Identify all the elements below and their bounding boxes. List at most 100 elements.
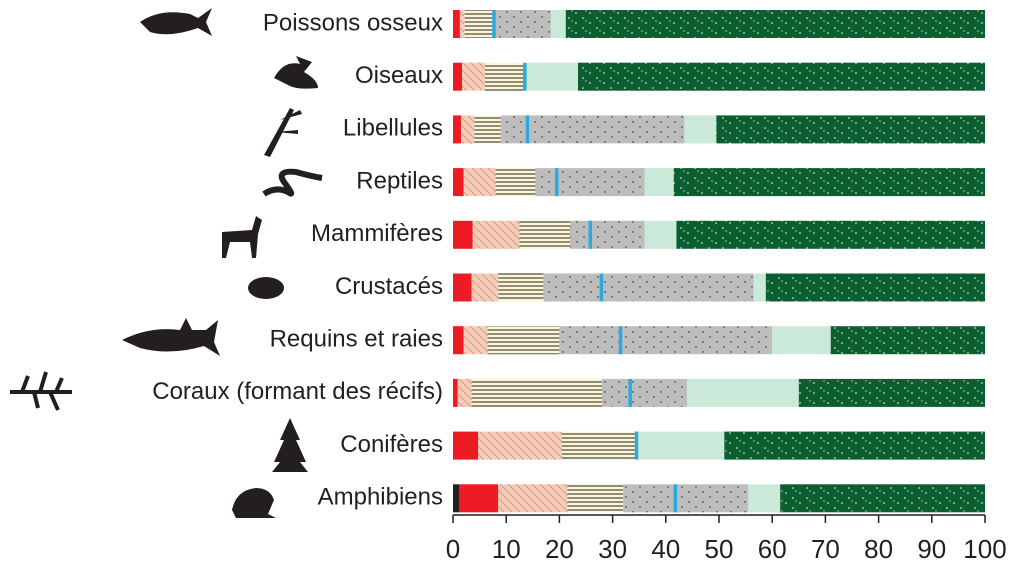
marker: [492, 10, 496, 38]
category-label: Poissons osseux: [263, 9, 443, 36]
icons: [10, 8, 322, 518]
bar-segment: [831, 326, 985, 354]
x-tick-label: 50: [705, 534, 734, 564]
bar-segment: [543, 274, 753, 302]
bar-segment: [461, 115, 474, 143]
bar-segment: [453, 379, 458, 407]
bar-segment: [602, 379, 687, 407]
x-tick-label: 0: [446, 534, 460, 564]
bar-segment: [453, 63, 462, 91]
category-label: Coraux (formant des récifs): [152, 378, 443, 405]
bar-segment: [488, 326, 560, 354]
marker: [674, 484, 678, 512]
bar-segment: [799, 379, 985, 407]
bar-segment: [645, 168, 674, 196]
bar-segment: [535, 168, 644, 196]
bar-segment: [485, 63, 525, 91]
marker: [635, 432, 639, 460]
bar-segment: [462, 63, 485, 91]
bar-segment: [676, 221, 985, 249]
deer-icon: [222, 204, 264, 258]
marker: [555, 168, 559, 196]
marker: [628, 379, 632, 407]
bar-segment: [472, 379, 602, 407]
bar-segment: [453, 484, 459, 512]
bar-segment: [754, 274, 766, 302]
marker: [526, 115, 530, 143]
category-label: Oiseaux: [355, 62, 443, 89]
marker: [600, 274, 604, 302]
coral-icon: [10, 372, 72, 410]
bar-segment: [684, 115, 716, 143]
bar-segment: [453, 10, 460, 38]
bar-segment: [465, 10, 493, 38]
bar-segment: [453, 115, 461, 143]
marker: [589, 221, 593, 249]
x-tick-label: 90: [917, 534, 946, 564]
x-tick-label: 20: [545, 534, 574, 564]
x-tick-label: 40: [651, 534, 680, 564]
bar-segment: [567, 484, 623, 512]
bar-segment: [562, 432, 636, 460]
x-tick-label: 80: [864, 534, 893, 564]
marker: [523, 63, 527, 91]
x-tick-label: 70: [811, 534, 840, 564]
category-label: Libellules: [343, 115, 443, 142]
crab-icon: [248, 277, 284, 299]
bar-segment: [453, 221, 473, 249]
bar-segment: [766, 274, 985, 302]
bar-segment: [674, 168, 985, 196]
bar-segment: [453, 168, 464, 196]
bar-segment: [453, 274, 472, 302]
bar-segment: [716, 115, 985, 143]
bar-segment: [453, 326, 464, 354]
bar-segment: [460, 10, 465, 38]
category-label: Requins et raies: [270, 326, 443, 353]
x-tick-label: 60: [758, 534, 787, 564]
dragonfly-icon: [264, 108, 302, 157]
bar-segment: [637, 432, 725, 460]
fish-icon: [140, 8, 212, 36]
chart: Poissons osseux Oiseaux Libellules Reptiles…: [0, 0, 1013, 571]
bar-segment: [566, 10, 985, 38]
bar-segment: [459, 484, 498, 512]
conifer-icon: [272, 418, 308, 472]
bar-segment: [578, 63, 985, 91]
category-label: Crustacés: [335, 273, 443, 300]
bar-segment: [458, 379, 472, 407]
bar-segment: [498, 274, 543, 302]
bar-segment: [464, 168, 496, 196]
bar-segment: [478, 432, 562, 460]
bird-icon: [274, 56, 318, 89]
bar-segment: [525, 63, 578, 91]
bar-segment: [472, 274, 499, 302]
x-tick-label: 100: [963, 534, 1006, 564]
category-label: Reptiles: [356, 167, 443, 194]
bar-segment: [493, 10, 551, 38]
bar-segment: [453, 432, 478, 460]
category-label: Amphibiens: [318, 484, 443, 511]
bar-segment: [623, 484, 748, 512]
bar-segment: [559, 326, 772, 354]
bar-segment: [780, 484, 985, 512]
bar-segment: [520, 221, 571, 249]
bar-segment: [464, 326, 488, 354]
bar-segment: [645, 221, 677, 249]
x-tick-label: 30: [598, 534, 627, 564]
x-tick-label: 10: [492, 534, 521, 564]
marker: [619, 326, 623, 354]
shark-icon: [122, 318, 220, 356]
snake-icon: [264, 172, 322, 194]
bar-segment: [748, 484, 780, 512]
bar-segment: [724, 432, 985, 460]
bar-segment: [473, 221, 520, 249]
bar-segment: [496, 168, 536, 196]
bar-segment: [687, 379, 799, 407]
bar-segment: [551, 10, 566, 38]
bar-segment: [498, 484, 567, 512]
frog-icon: [232, 488, 276, 518]
bar-segment: [772, 326, 831, 354]
category-label: Conifères: [340, 431, 443, 458]
category-label: Mammifères: [311, 220, 443, 247]
bar-segment: [474, 115, 501, 143]
